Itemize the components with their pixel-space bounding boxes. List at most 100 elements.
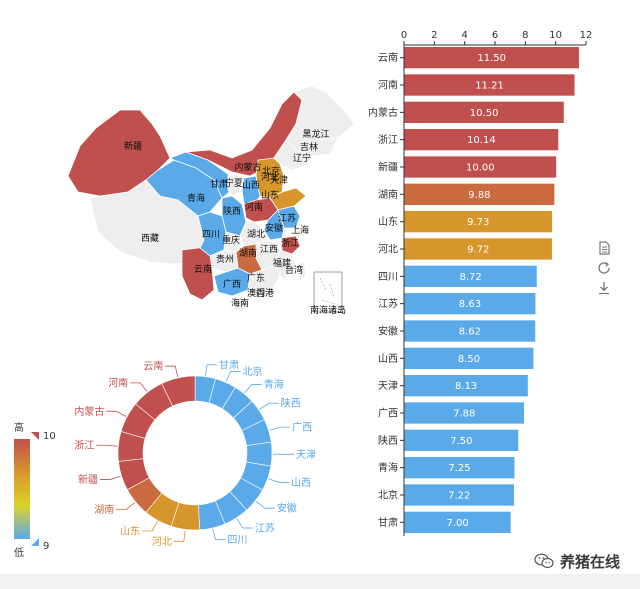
slice-label: 安徽 <box>277 502 297 515</box>
category-label: 云南 <box>378 51 398 64</box>
slice-label: 河北 <box>152 536 172 548</box>
category-label: 河北 <box>378 244 398 256</box>
bar <box>404 156 557 178</box>
bar <box>404 74 575 96</box>
map-region-label: 海南 <box>231 297 249 309</box>
label-leader <box>165 365 179 378</box>
value-label: 10.14 <box>467 135 496 146</box>
slice-label: 甘肃 <box>219 358 239 371</box>
map-region <box>181 247 215 301</box>
vm-color-bar <box>14 439 30 539</box>
category-label: 北京 <box>378 489 398 502</box>
bar <box>404 484 515 506</box>
slice-label: 浙江 <box>74 440 94 452</box>
value-label: 7.22 <box>448 491 470 502</box>
map-region-label: 湖北 <box>247 229 265 240</box>
bar <box>404 47 579 69</box>
value-label: 7.25 <box>448 463 470 474</box>
x-tick-label: 8 <box>522 30 528 41</box>
map-region <box>255 291 261 297</box>
south-sea-dashes <box>319 277 337 305</box>
map-region-label: 安徽 <box>265 222 283 234</box>
label-leader <box>205 364 218 376</box>
map-region-label: 广西 <box>223 278 241 290</box>
watermark: 养猪在线 <box>534 550 620 572</box>
category-label: 内蒙古 <box>368 106 398 119</box>
category-label: 浙江 <box>378 134 398 146</box>
label-leader <box>100 475 121 480</box>
slice-label: 山东 <box>120 524 140 537</box>
bar <box>404 402 525 424</box>
bar <box>404 511 511 533</box>
category-label: 江苏 <box>378 297 398 310</box>
map-region <box>227 173 241 197</box>
map-region-label: 青海 <box>187 192 205 204</box>
bar <box>404 238 552 260</box>
map-region-label: 云南 <box>194 263 212 275</box>
map-region-label: 福建 <box>273 257 291 269</box>
x-tick-label: 6 <box>492 30 498 41</box>
value-label: 10.00 <box>466 163 495 174</box>
map-region-label: 上海 <box>291 224 309 236</box>
restore-icon[interactable] <box>596 260 612 276</box>
category-label: 新疆 <box>378 161 398 174</box>
map-region-label: 宁夏 <box>225 177 243 189</box>
map-region-label: 陕西 <box>223 205 241 217</box>
label-leader <box>130 382 148 392</box>
category-label: 山东 <box>378 215 398 228</box>
data-view-icon[interactable] <box>596 240 612 256</box>
bar <box>404 183 555 205</box>
value-label: 7.88 <box>453 409 475 420</box>
x-tick-label: 0 <box>401 30 407 41</box>
label-leader <box>268 478 289 483</box>
footer-bar <box>0 574 640 589</box>
category-label: 广西 <box>378 408 398 420</box>
map-region-label: 甘肃 <box>210 178 228 190</box>
bar <box>404 293 536 315</box>
map-region-label: 澳门 <box>247 287 265 299</box>
value-label: 11.50 <box>477 53 506 64</box>
slice-label: 新疆 <box>78 473 98 486</box>
bar <box>404 320 536 342</box>
save-image-icon[interactable] <box>596 280 612 296</box>
value-label: 7.00 <box>446 518 468 529</box>
map-region-label: 山西 <box>242 180 260 191</box>
value-label: 7.50 <box>450 436 472 447</box>
map-region-label: 吉林 <box>300 141 318 153</box>
slice-label: 内蒙古 <box>74 405 104 418</box>
map-region <box>295 227 305 237</box>
slice-label: 山西 <box>291 477 311 489</box>
map-region-label: 台湾 <box>285 264 303 276</box>
slice-label: 北京 <box>243 365 263 378</box>
map-region-label: 香港 <box>256 287 274 299</box>
category-label: 天津 <box>378 380 398 392</box>
slice-label: 四川 <box>227 535 247 546</box>
wechat-icon <box>534 553 554 569</box>
label-leader <box>244 384 262 394</box>
label-leader <box>236 518 253 529</box>
map-region-label: 四川 <box>202 230 220 240</box>
value-label: 9.72 <box>467 245 489 256</box>
watermark-text: 养猪在线 <box>559 552 620 571</box>
bar <box>404 211 553 233</box>
map-region-label: 河北 <box>261 171 279 183</box>
vm-max-label: 10 <box>43 431 56 442</box>
map-region-label: 贵州 <box>216 253 234 265</box>
category-label: 四川 <box>378 272 398 283</box>
label-leader <box>106 410 127 417</box>
south-sea-label: 南海诸岛 <box>310 304 346 316</box>
map-region <box>275 249 297 281</box>
slice-label: 湖南 <box>94 503 114 516</box>
slice-label: 陕西 <box>281 397 301 410</box>
bar <box>404 457 515 479</box>
label-leader <box>173 530 186 542</box>
label-leader <box>269 426 291 431</box>
value-label: 9.73 <box>467 217 489 228</box>
slice-label: 云南 <box>143 360 163 373</box>
map-region <box>281 235 301 255</box>
slice-label: 天津 <box>296 449 316 461</box>
map-region-label: 新疆 <box>124 140 142 152</box>
